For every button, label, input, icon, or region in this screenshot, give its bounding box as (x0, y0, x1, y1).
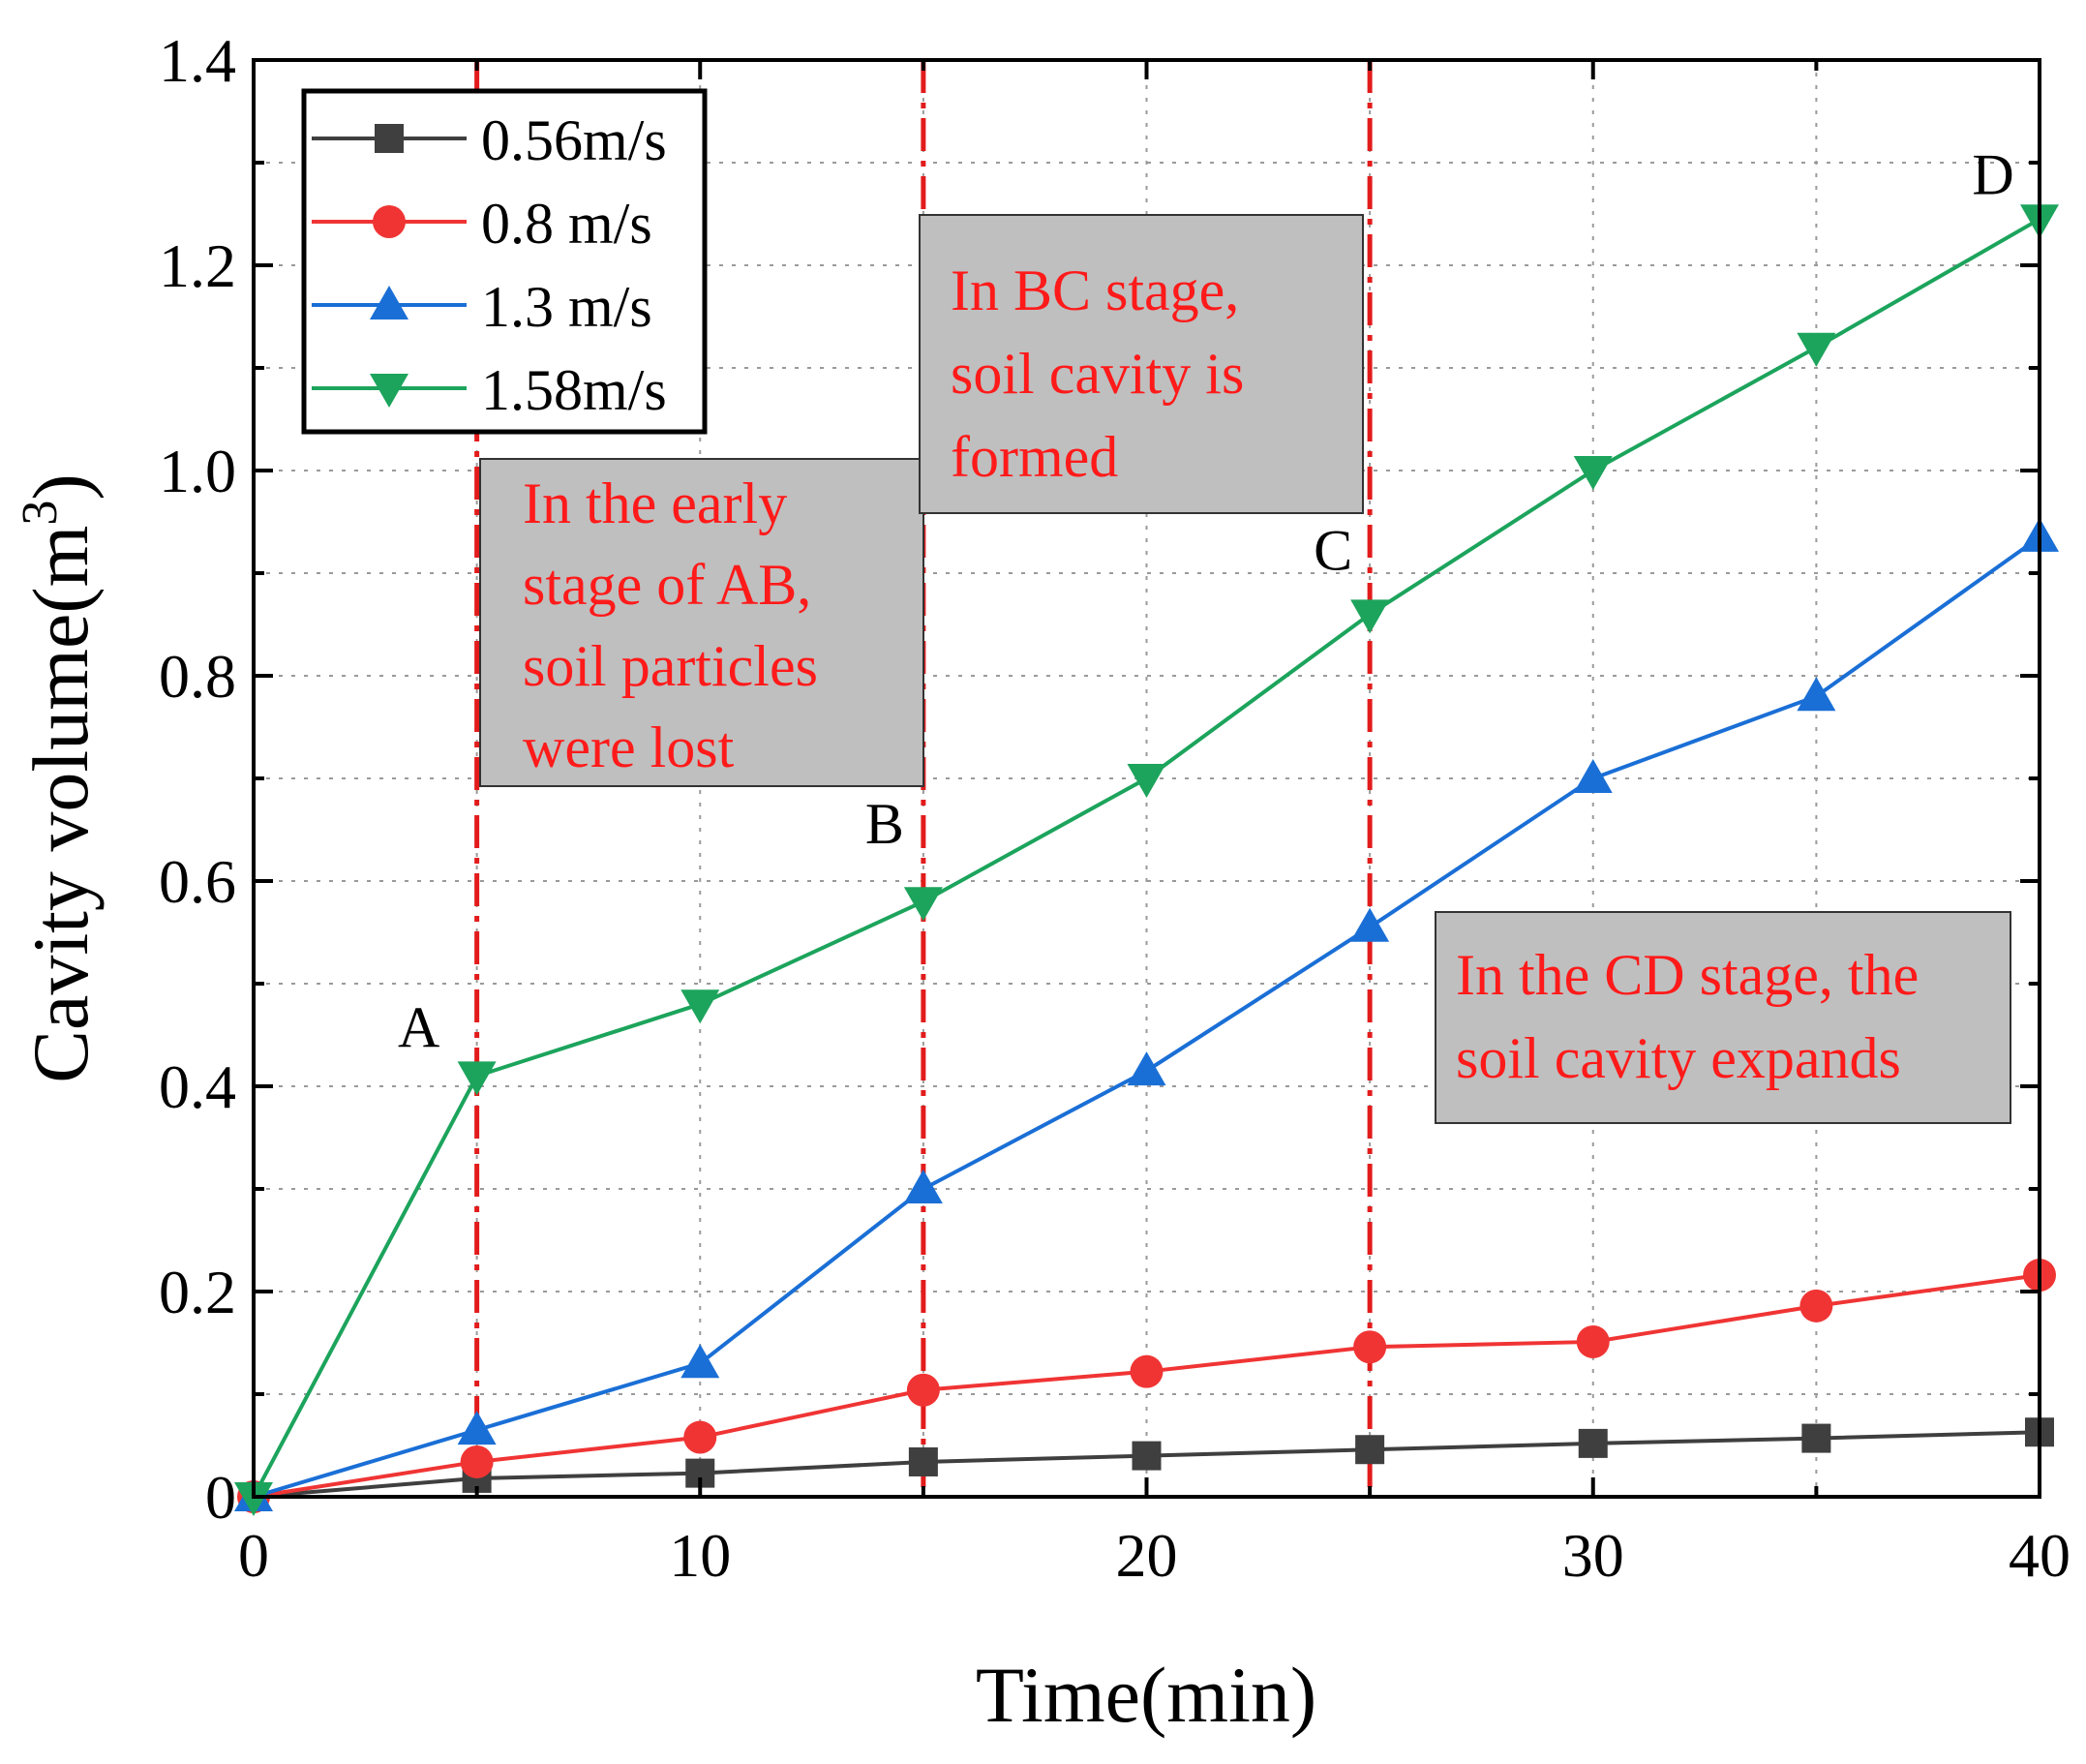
annotation-text: soil cavity expands (1456, 1026, 1901, 1090)
y-tick-label: 0.8 (159, 642, 236, 711)
data-point (1799, 1289, 1833, 1323)
data-point (906, 1373, 940, 1407)
y-tick-label: 1.0 (159, 437, 236, 505)
legend-item-1: 0.56m/s (312, 108, 667, 172)
data-point (1132, 1441, 1162, 1471)
legend-swatch-marker (375, 124, 404, 153)
legend: 0.56m/s 0.8 m/s 1.3 m/s 1.58m/s (301, 88, 708, 435)
y-axis-label-superscript: 3 (13, 501, 68, 526)
x-tick-label: 20 (1116, 1521, 1178, 1590)
legend-label: 1.58m/s (481, 358, 667, 422)
data-point (1355, 1435, 1385, 1465)
data-point (1573, 456, 1613, 490)
y-tick-label: 0 (205, 1463, 236, 1532)
x-tick-label: 10 (669, 1521, 731, 1590)
legend-label: 0.8 m/s (481, 192, 652, 256)
legend-item-3: 1.3 m/s (312, 275, 652, 339)
data-point (908, 1446, 938, 1476)
x-tick-label: 30 (1562, 1521, 1624, 1590)
annotation-background (1435, 911, 2011, 1124)
x-tick-label: 40 (2009, 1521, 2071, 1590)
point-label-c: C (1314, 518, 1352, 582)
annotation-background (919, 214, 1364, 514)
legend-item-4: 1.58m/s (312, 358, 667, 422)
annotation-box-1: In the early stage of AB, soil particles we… (479, 458, 924, 787)
annotation-text: In BC stage, (951, 259, 1239, 322)
data-point (1801, 1423, 1831, 1453)
y-axis-label-main: Cavity volume(m (16, 526, 105, 1083)
annotation-text: formed (951, 425, 1118, 489)
series-3 (234, 517, 2059, 1511)
y-axis-label-close: ) (16, 473, 105, 500)
data-point (1576, 1324, 1610, 1358)
data-point (1573, 759, 1613, 793)
legend-label: 0.56m/s (481, 108, 667, 172)
x-axis-label: Time(min) (976, 1651, 1316, 1739)
series-4 (234, 204, 2059, 1516)
point-label-a: A (398, 995, 439, 1059)
data-point (1797, 677, 1836, 712)
data-point (1578, 1428, 1608, 1458)
data-point (457, 1411, 497, 1445)
data-point (1127, 1051, 1166, 1086)
legend-swatch-marker (373, 205, 406, 238)
data-point (1127, 764, 1166, 798)
data-point (1350, 599, 1390, 634)
data-point (1797, 332, 1836, 367)
legend-label: 1.3 m/s (481, 275, 652, 339)
y-tick-label: 1.2 (159, 231, 236, 300)
legend-swatch-marker (370, 374, 408, 408)
annotation-box-2: In BC stage, soil cavity is formed (919, 214, 1364, 514)
annotation-text: In the early (523, 471, 787, 535)
legend-swatch-marker (370, 286, 408, 319)
data-point (680, 989, 720, 1024)
annotation-text: soil particles (523, 634, 818, 698)
data-point (457, 1061, 497, 1096)
y-tick-label: 0.2 (159, 1258, 236, 1326)
x-tick-label: 0 (238, 1521, 269, 1590)
data-point (903, 887, 943, 922)
data-point (903, 1170, 943, 1203)
annotation-text: were lost (523, 715, 735, 779)
data-point (460, 1445, 494, 1478)
y-axis-label: Cavity volume(m3) (13, 473, 105, 1083)
y-tick-label: 1.4 (159, 26, 236, 95)
annotation-text: soil cavity is (951, 342, 1244, 406)
annotation-background (479, 458, 924, 787)
data-point (234, 1482, 273, 1516)
annotation-text: In the CD stage, the (1456, 943, 1919, 1007)
data-point (1353, 1330, 1387, 1364)
point-labels: A B C D (398, 142, 2014, 1059)
data-point (1130, 1354, 1164, 1388)
data-point (683, 1420, 717, 1454)
series-group (234, 204, 2059, 1516)
annotations: In the early stage of AB, soil particles we… (479, 214, 2011, 1124)
annotation-text: stage of AB, (523, 553, 811, 617)
y-tick-label: 0.4 (159, 1052, 236, 1121)
point-label-d: D (1972, 142, 2013, 206)
data-point (680, 1344, 720, 1379)
legend-item-2: 0.8 m/s (312, 192, 652, 256)
annotation-box-3: In the CD stage, the soil cavity expands (1435, 911, 2011, 1124)
y-tick-label: 0.6 (159, 847, 236, 916)
data-point (1350, 907, 1390, 942)
ticks: 0 10 20 30 40 0 0.2 0.4 0.6 0.8 1.0 1.2 1.4 (159, 26, 2071, 1590)
point-label-b: B (865, 792, 904, 856)
